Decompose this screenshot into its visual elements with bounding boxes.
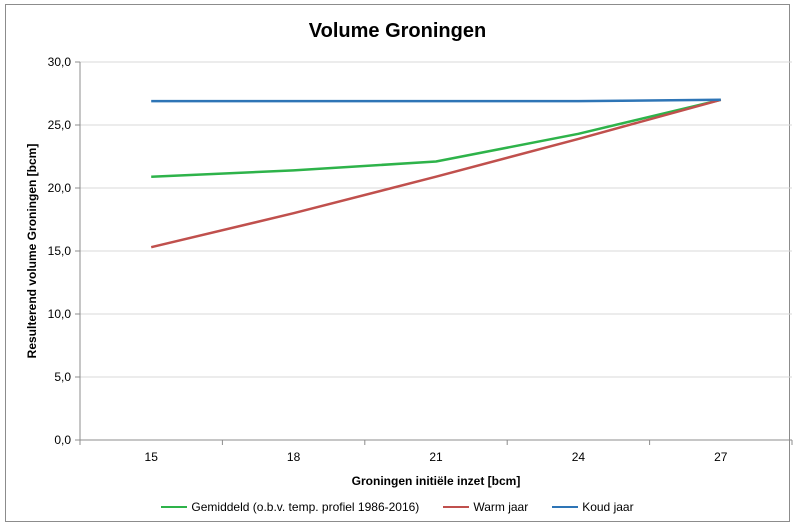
legend-label: Koud jaar — [582, 500, 634, 514]
legend: Gemiddeld (o.b.v. temp. profiel 1986-201… — [0, 500, 795, 514]
y-tick-label: 10,0 — [48, 307, 72, 321]
y-tick-label: 30,0 — [48, 55, 72, 69]
legend-label: Gemiddeld (o.b.v. temp. profiel 1986-201… — [191, 500, 420, 514]
legend-item: Koud jaar — [552, 500, 634, 514]
x-tick-label: 24 — [572, 450, 586, 464]
legend-swatch — [443, 506, 470, 508]
chart-frame — [5, 4, 790, 522]
legend-label: Warm jaar — [473, 500, 529, 514]
x-axis-label: Groningen initiële inzet [bcm] — [352, 474, 521, 488]
legend-item: Warm jaar — [443, 500, 528, 514]
x-tick-label: 18 — [287, 450, 301, 464]
legend-item: Gemiddeld (o.b.v. temp. profiel 1986-201… — [161, 500, 419, 514]
y-axis-ticks: 0,0 5,0 10,0 15,0 20,0 25,0 30,0 — [48, 55, 72, 447]
x-axis-ticks: 15 18 21 24 27 — [145, 450, 728, 464]
series-line — [151, 98, 721, 103]
series-line — [151, 98, 722, 178]
x-tick-label: 21 — [429, 450, 443, 464]
gridlines — [75, 61, 793, 445]
x-tick-label: 27 — [714, 450, 728, 464]
series-line — [150, 98, 722, 249]
y-tick-label: 20,0 — [48, 181, 72, 195]
series-lines — [150, 98, 722, 249]
legend-swatch — [552, 506, 579, 508]
y-axis-label: Resulterend volume Groningen [bcm] — [25, 144, 39, 359]
legend-swatch — [161, 506, 188, 508]
y-tick-label: 0,0 — [54, 433, 71, 447]
chart-title: Volume Groningen — [308, 20, 487, 42]
y-tick-label: 15,0 — [48, 244, 72, 258]
y-tick-label: 5,0 — [54, 370, 71, 384]
x-tick-label: 15 — [145, 450, 159, 464]
y-tick-label: 25,0 — [48, 118, 72, 132]
